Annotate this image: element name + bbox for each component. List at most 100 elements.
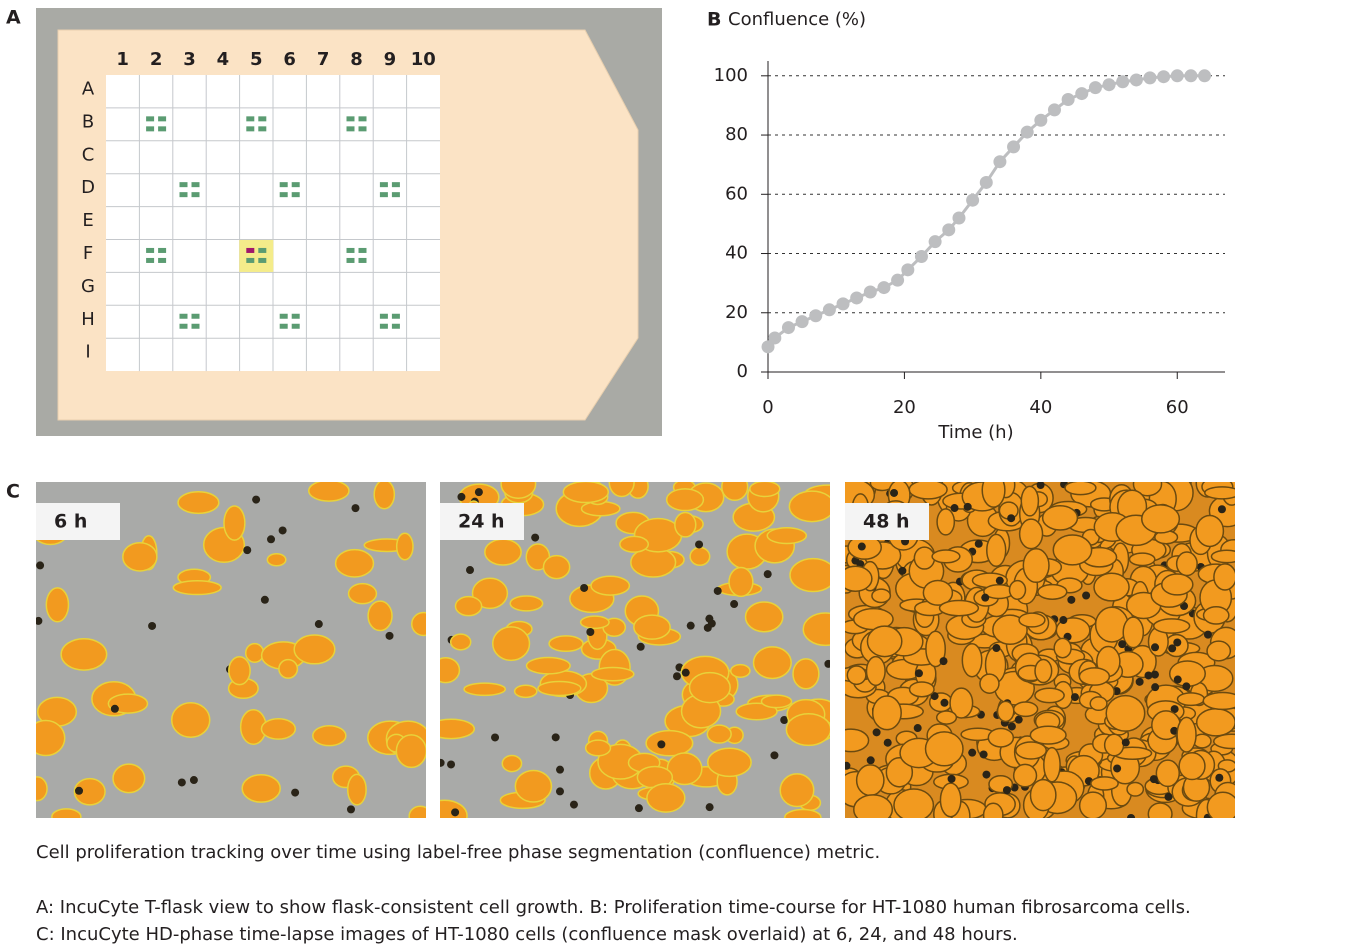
cell — [1103, 733, 1125, 757]
row-label: G — [81, 276, 95, 297]
nucleus — [1082, 591, 1091, 600]
cell — [579, 615, 610, 630]
cell — [112, 763, 146, 794]
cell — [721, 482, 749, 502]
image-site — [158, 126, 167, 132]
nucleus — [898, 566, 907, 575]
image-site — [391, 182, 400, 188]
cell — [1168, 660, 1206, 688]
nucleus — [634, 804, 643, 813]
image-site — [291, 182, 300, 188]
cell — [885, 757, 914, 788]
data-point — [1061, 93, 1075, 107]
nucleus — [1070, 693, 1079, 702]
nucleus — [974, 539, 983, 548]
cell — [665, 488, 705, 512]
nucleus — [950, 504, 959, 513]
cell — [122, 541, 158, 572]
nucleus — [968, 748, 977, 757]
cell — [51, 808, 82, 818]
data-point — [1170, 69, 1184, 83]
cell — [871, 695, 902, 731]
cell — [789, 557, 830, 593]
nucleus — [466, 566, 475, 575]
nucleus — [1150, 670, 1159, 679]
panel-label: A — [6, 7, 21, 29]
cell — [845, 728, 870, 753]
nucleus — [890, 488, 899, 497]
nucleus — [1173, 675, 1182, 684]
image-site — [346, 116, 355, 122]
cell — [440, 718, 476, 740]
data-point — [1075, 87, 1089, 101]
column-label: 3 — [183, 49, 196, 70]
nucleus — [947, 774, 956, 783]
data-point — [1088, 81, 1102, 95]
cell — [788, 490, 830, 523]
image-site — [279, 182, 288, 188]
cell — [1152, 618, 1191, 634]
cells — [440, 482, 830, 818]
cell — [60, 637, 108, 671]
nucleus — [1170, 705, 1179, 714]
cell — [608, 482, 635, 498]
nucleus — [243, 546, 252, 555]
nucleus — [857, 542, 866, 551]
nucleus — [385, 631, 394, 640]
data-point — [1143, 71, 1157, 85]
data-point — [795, 315, 809, 329]
cell — [802, 612, 830, 647]
cell — [537, 680, 582, 697]
image-site — [179, 313, 188, 319]
cell — [1202, 691, 1235, 711]
nucleus — [707, 619, 716, 628]
nucleus — [963, 502, 972, 511]
cell — [1018, 518, 1044, 550]
image-site — [346, 126, 355, 132]
nucleus — [1151, 683, 1160, 692]
data-point — [863, 285, 877, 299]
nucleus — [1168, 644, 1177, 653]
cell — [278, 658, 299, 679]
cell — [706, 724, 732, 744]
cell — [440, 656, 461, 684]
caption-line: A: IncuCyte T-flask view to show flask-c… — [36, 897, 1191, 918]
cell — [752, 646, 792, 680]
cell — [949, 687, 974, 719]
cell — [766, 526, 808, 545]
data-point — [850, 291, 864, 305]
cell — [411, 611, 426, 637]
image-site — [291, 313, 300, 319]
data-point — [966, 193, 980, 207]
panel-label: B — [707, 9, 721, 31]
data-point — [836, 297, 850, 311]
cell — [645, 729, 694, 757]
data-point — [1129, 73, 1143, 87]
y-tick-label: 40 — [725, 243, 748, 264]
cell — [177, 491, 220, 515]
nucleus — [580, 583, 589, 592]
image-site — [246, 247, 255, 253]
row-label: D — [81, 177, 95, 198]
cells — [845, 482, 1235, 818]
nucleus — [291, 788, 300, 797]
nucleus — [995, 576, 1004, 585]
nucleus — [474, 488, 483, 497]
x-tick-label: 60 — [1166, 397, 1189, 418]
nucleus — [695, 540, 704, 549]
cell — [855, 764, 885, 797]
cell — [172, 580, 222, 596]
row-label: H — [81, 309, 95, 330]
image-site — [379, 313, 388, 319]
cell — [1041, 504, 1079, 531]
cell — [1176, 716, 1197, 753]
cell — [666, 752, 703, 786]
image-site — [246, 126, 255, 132]
panel-b: B Confluence (%) Time (h) 0 20 40 60 80 100 0 2… — [707, 9, 1225, 443]
nucleus — [1151, 643, 1160, 652]
nucleus — [148, 621, 157, 630]
data-point — [768, 331, 782, 345]
cell — [223, 505, 246, 541]
